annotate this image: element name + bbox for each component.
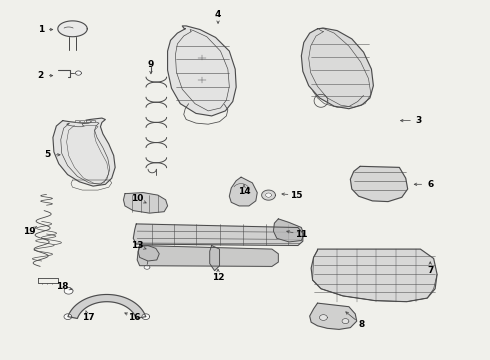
Polygon shape bbox=[75, 71, 81, 75]
Text: 7: 7 bbox=[427, 266, 434, 275]
Text: 5: 5 bbox=[45, 150, 50, 159]
Polygon shape bbox=[342, 319, 349, 324]
Text: 18: 18 bbox=[56, 282, 69, 291]
Polygon shape bbox=[133, 224, 303, 246]
Text: 16: 16 bbox=[128, 313, 141, 322]
Text: 12: 12 bbox=[212, 274, 224, 282]
Bar bbox=[80, 120, 84, 122]
Text: 17: 17 bbox=[82, 313, 95, 322]
Text: 13: 13 bbox=[131, 241, 144, 250]
Polygon shape bbox=[350, 166, 408, 202]
Text: 6: 6 bbox=[427, 180, 433, 189]
Polygon shape bbox=[210, 246, 220, 271]
Text: 10: 10 bbox=[131, 194, 144, 203]
Polygon shape bbox=[144, 265, 150, 269]
Text: 14: 14 bbox=[238, 187, 250, 196]
Text: 11: 11 bbox=[295, 230, 308, 239]
Polygon shape bbox=[123, 193, 168, 213]
Text: 3: 3 bbox=[416, 116, 422, 125]
Text: 15: 15 bbox=[290, 191, 303, 199]
Polygon shape bbox=[137, 246, 278, 266]
Polygon shape bbox=[311, 249, 437, 302]
Text: 4: 4 bbox=[215, 10, 221, 19]
Polygon shape bbox=[229, 177, 257, 206]
Text: 9: 9 bbox=[147, 60, 154, 69]
Polygon shape bbox=[64, 288, 73, 294]
Text: 8: 8 bbox=[359, 320, 365, 329]
Polygon shape bbox=[64, 314, 72, 320]
Text: 19: 19 bbox=[23, 227, 36, 236]
Bar bbox=[86, 120, 90, 122]
Polygon shape bbox=[53, 118, 115, 186]
Bar bbox=[75, 120, 79, 122]
Polygon shape bbox=[68, 294, 146, 319]
Polygon shape bbox=[138, 246, 159, 261]
Polygon shape bbox=[142, 314, 149, 320]
Text: 1: 1 bbox=[38, 25, 44, 34]
Text: 2: 2 bbox=[38, 71, 44, 80]
Polygon shape bbox=[310, 303, 357, 329]
Polygon shape bbox=[58, 21, 87, 37]
Polygon shape bbox=[319, 315, 327, 320]
Polygon shape bbox=[301, 28, 373, 109]
Polygon shape bbox=[262, 190, 275, 200]
Bar bbox=[91, 120, 95, 122]
Polygon shape bbox=[168, 26, 236, 116]
Polygon shape bbox=[266, 193, 271, 197]
Polygon shape bbox=[273, 219, 304, 242]
